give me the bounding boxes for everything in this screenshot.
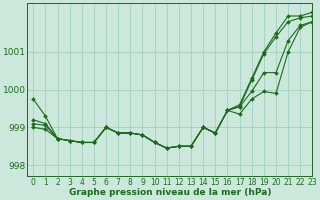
X-axis label: Graphe pression niveau de la mer (hPa): Graphe pression niveau de la mer (hPa) bbox=[68, 188, 271, 197]
